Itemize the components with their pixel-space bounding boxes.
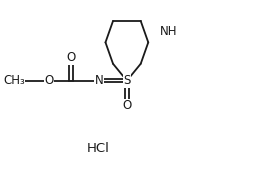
Text: O: O <box>122 99 132 112</box>
Text: HCl: HCl <box>87 142 109 155</box>
Text: N: N <box>95 74 103 87</box>
Text: O: O <box>44 74 53 87</box>
Text: S: S <box>123 74 131 87</box>
Text: NH: NH <box>160 25 177 38</box>
Text: CH₃: CH₃ <box>3 74 25 87</box>
Text: O: O <box>67 51 76 64</box>
